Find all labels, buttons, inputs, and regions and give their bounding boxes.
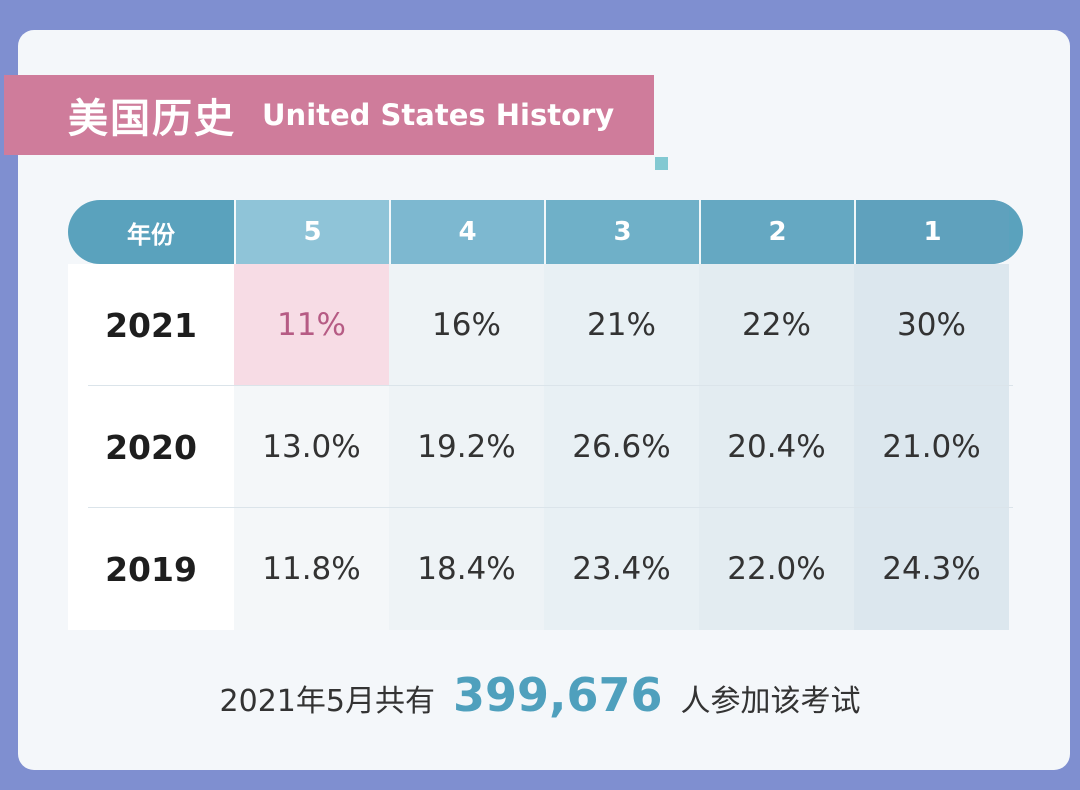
row-year: 2020 [68,386,234,508]
table-cell: 16% [389,264,544,386]
table-cell: 18.4% [389,508,544,630]
table-cell: 19.2% [389,386,544,508]
footer-suffix: 人参加该考试 [680,684,861,719]
participant-count: 399,676 [452,668,663,722]
table-cell: 13.0% [234,386,389,508]
footer-note: 2021年5月共有 399,676 人参加该考试 [0,668,1080,722]
footer-prefix: 2021年5月共有 [219,684,435,719]
table-row: 2021 11% 16% 21% 22% 30% [68,264,1013,386]
header-score-2: 2 [699,200,854,264]
table-cell: 20.4% [699,386,854,508]
table-cell: 11% [234,264,389,386]
table-cell: 21.0% [854,386,1009,508]
table-cell: 21% [544,264,699,386]
table-body: 2021 11% 16% 21% 22% 30% 2020 13.0% 19.2… [68,264,1013,630]
title-english: United States History [262,98,615,132]
table-cell: 23.4% [544,508,699,630]
row-year: 2021 [68,264,234,386]
header-score-4: 4 [389,200,544,264]
header-score-5: 5 [234,200,389,264]
header-score-3: 3 [544,200,699,264]
table-header: 年份 5 4 3 2 1 [68,200,1023,264]
table-cell: 30% [854,264,1009,386]
table-cell: 22% [699,264,854,386]
table-cell: 22.0% [699,508,854,630]
table-cell: 24.3% [854,508,1009,630]
row-year: 2019 [68,508,234,630]
table-cell: 26.6% [544,386,699,508]
title-banner: 美国历史 United States History [4,75,654,155]
table-cell: 11.8% [234,508,389,630]
table-row: 2020 13.0% 19.2% 26.6% 20.4% 21.0% [68,386,1013,508]
title-chinese: 美国历史 [68,96,236,142]
decorative-square [655,157,668,170]
table-row: 2019 11.8% 18.4% 23.4% 22.0% 24.3% [68,508,1013,630]
header-score-1: 1 [854,200,1009,264]
header-year: 年份 [127,220,175,249]
